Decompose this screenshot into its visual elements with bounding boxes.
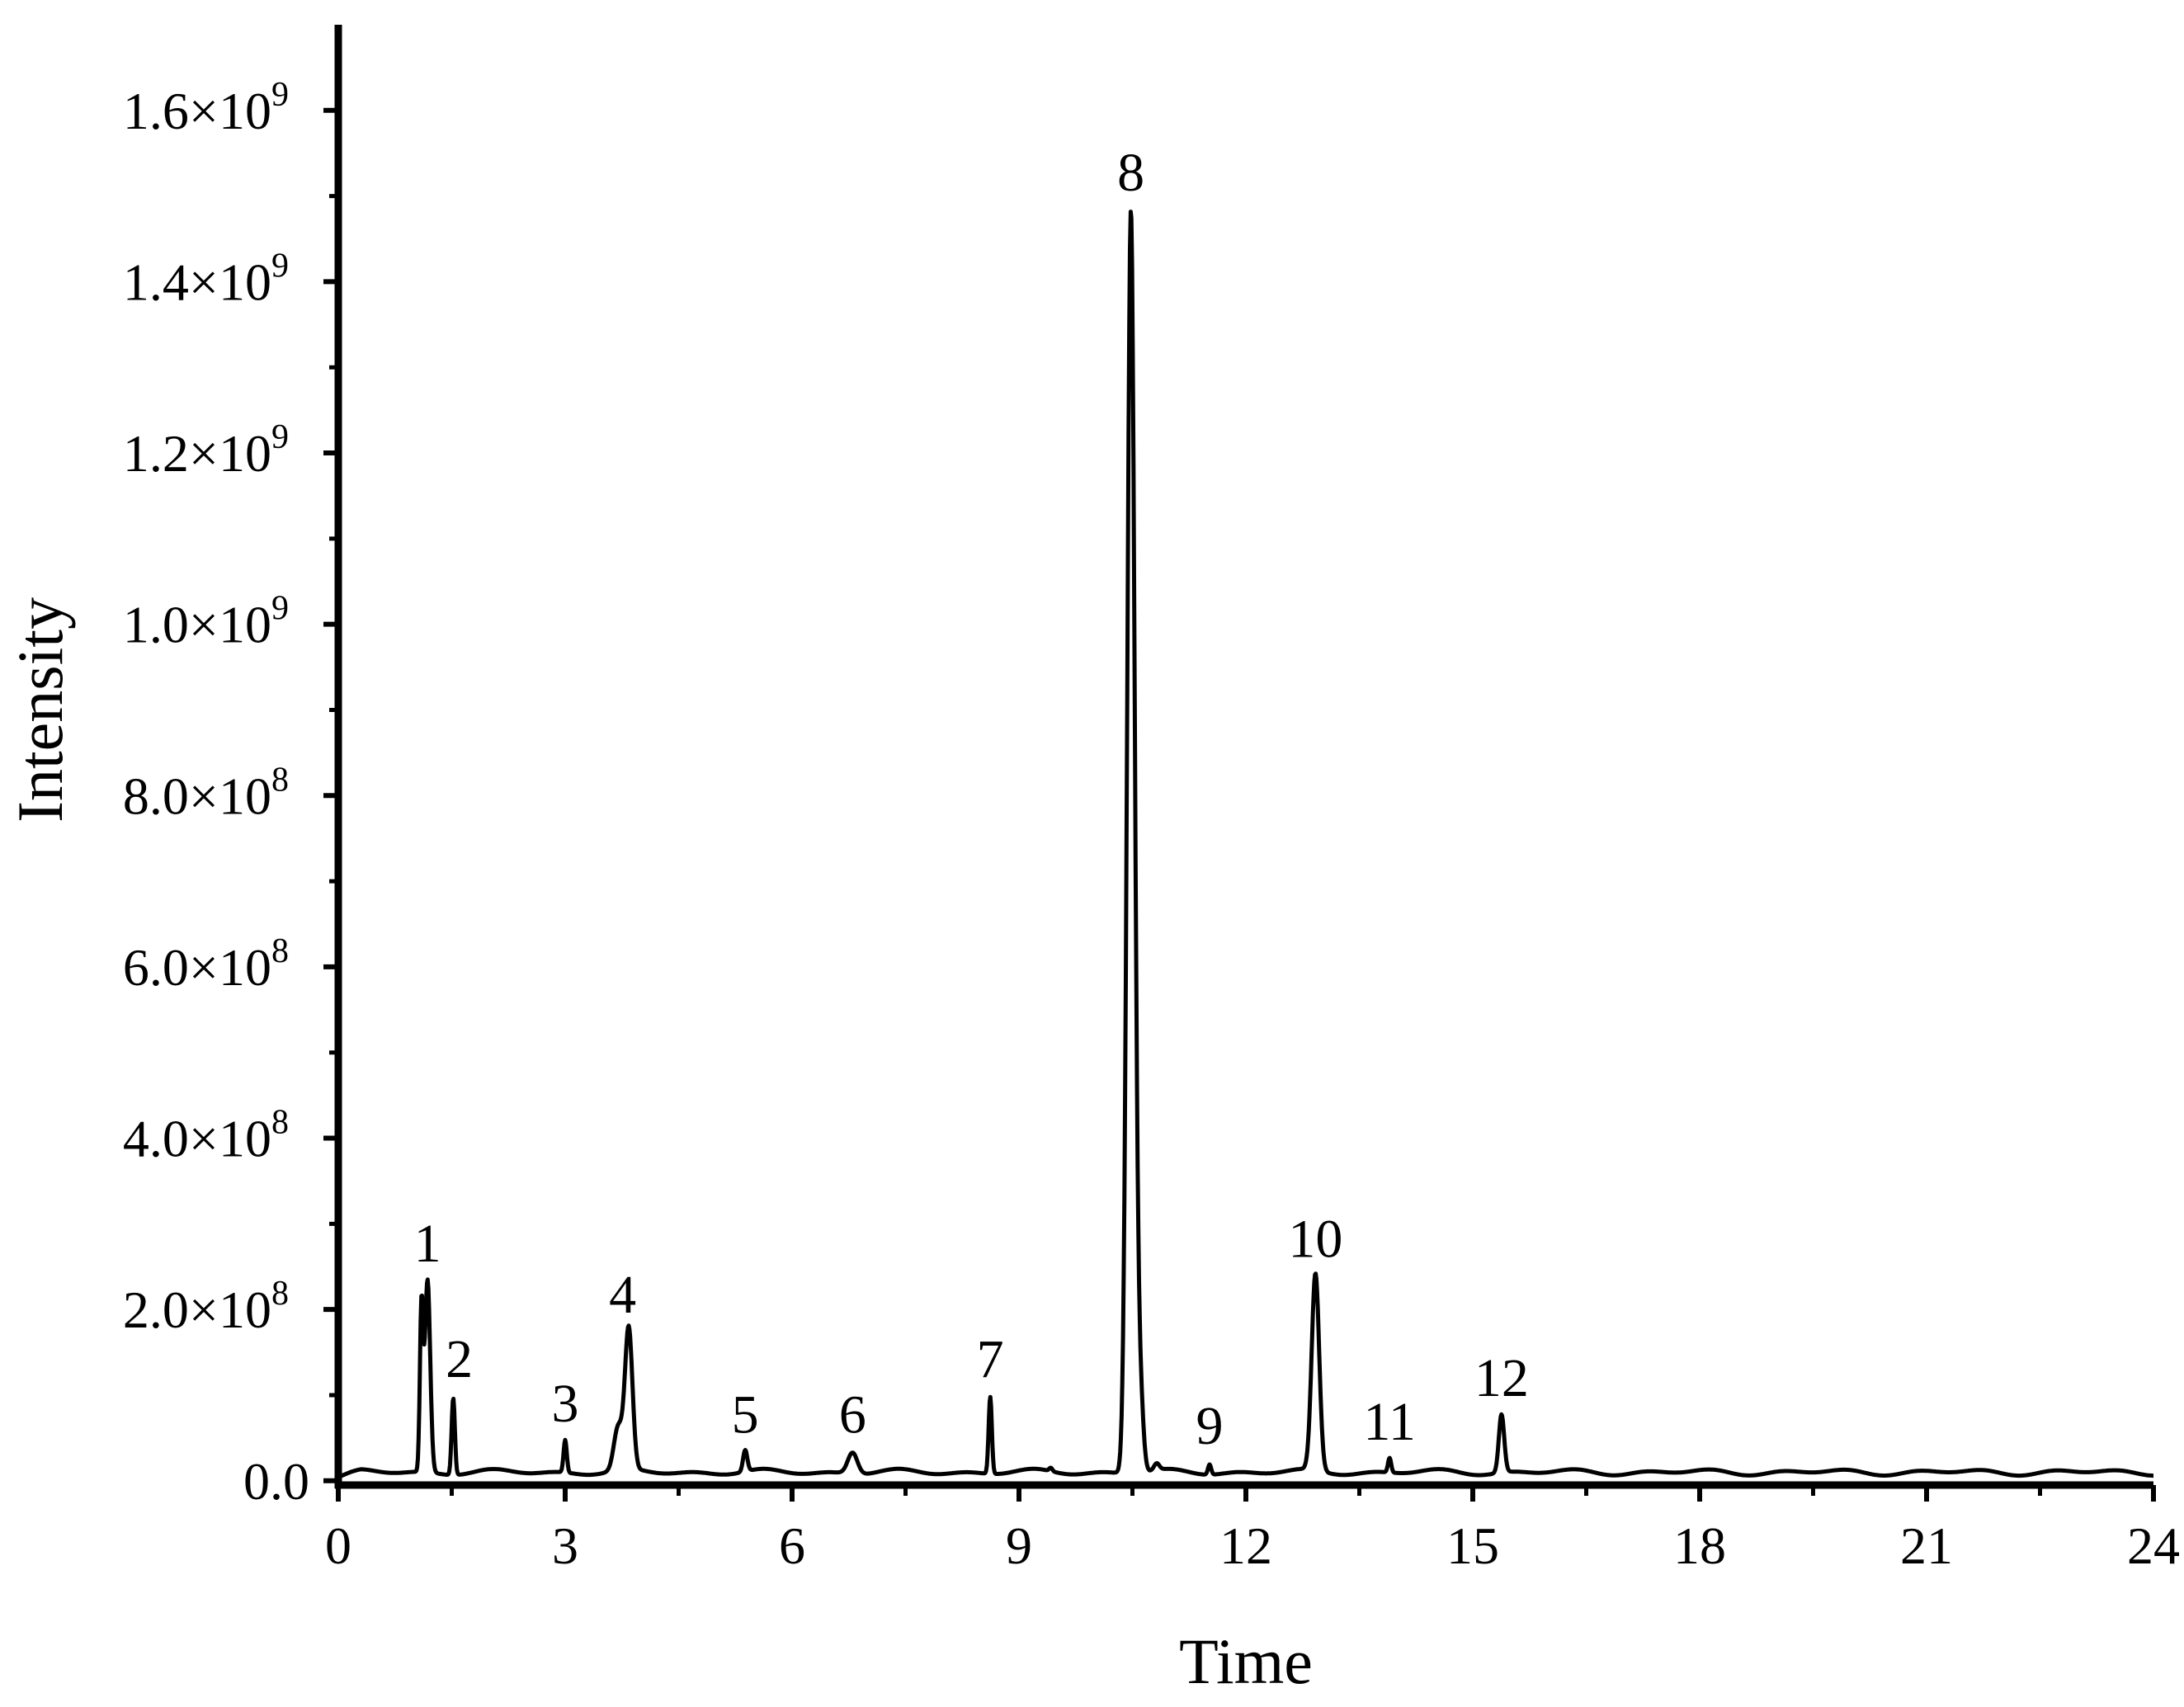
y-tick-exponent: 9 — [271, 247, 289, 285]
y-tick-label: 1.6×109 — [123, 76, 289, 140]
y-tick-exponent: 8 — [271, 1104, 289, 1142]
y-tick-exponent: 8 — [271, 1275, 289, 1313]
x-tick-label: 12 — [1219, 1516, 1272, 1575]
peak-label-8: 8 — [1117, 143, 1144, 203]
y-tick-exponent: 8 — [271, 932, 289, 970]
peak-label-11: 11 — [1363, 1392, 1416, 1452]
y-tick-label: 8.0×108 — [123, 761, 289, 825]
peak-label-4: 4 — [609, 1265, 636, 1325]
x-axis-title: Time — [1179, 1625, 1313, 1697]
y-axis-ticks: 0.0 2.0×108 4.0×108 6.0×108 8.0×108 1.0×109 1.… — [123, 76, 338, 1511]
x-tick-label: 9 — [1006, 1516, 1032, 1575]
x-tick-label: 3 — [552, 1516, 578, 1575]
y-tick-exponent: 9 — [271, 76, 289, 114]
y-tick-label: 1.4×109 — [123, 247, 289, 311]
y-tick-label: 6.0×108 — [123, 932, 289, 997]
peak-label-6: 6 — [839, 1384, 866, 1445]
y-tick-label: 1.2×109 — [123, 418, 289, 483]
peak-label-10: 10 — [1288, 1210, 1342, 1270]
y-tick-exponent: 8 — [271, 761, 289, 799]
peak-label-2: 2 — [446, 1329, 473, 1389]
y-tick-exponent: 9 — [271, 418, 289, 456]
x-tick-label: 0 — [325, 1516, 351, 1575]
x-axis-ticks: 0 3 6 9 12 15 18 21 24 — [325, 1485, 2180, 1575]
y-tick-label: 1.0×109 — [123, 590, 289, 654]
y-tick-exponent: 9 — [271, 590, 289, 628]
peak-label-7: 7 — [977, 1329, 1004, 1389]
peak-label-1: 1 — [414, 1214, 441, 1274]
peak-label-5: 5 — [732, 1384, 759, 1445]
chromatogram-trace — [337, 210, 2155, 1479]
x-tick-label: 21 — [1900, 1516, 1953, 1575]
y-axis-title: Intensity — [4, 597, 76, 823]
y-tick-label: 4.0×108 — [123, 1104, 289, 1168]
x-tick-label: 6 — [779, 1516, 805, 1575]
y-tick-label: 2.0×108 — [123, 1275, 289, 1339]
peak-label-9: 9 — [1196, 1396, 1224, 1456]
x-tick-label: 18 — [1673, 1516, 1726, 1575]
peak-label-3: 3 — [552, 1374, 579, 1434]
x-tick-label: 15 — [1446, 1516, 1499, 1575]
peak-label-12: 12 — [1474, 1348, 1529, 1408]
y-tick-label: 0.0 — [243, 1452, 309, 1511]
x-tick-label: 24 — [2127, 1516, 2180, 1575]
